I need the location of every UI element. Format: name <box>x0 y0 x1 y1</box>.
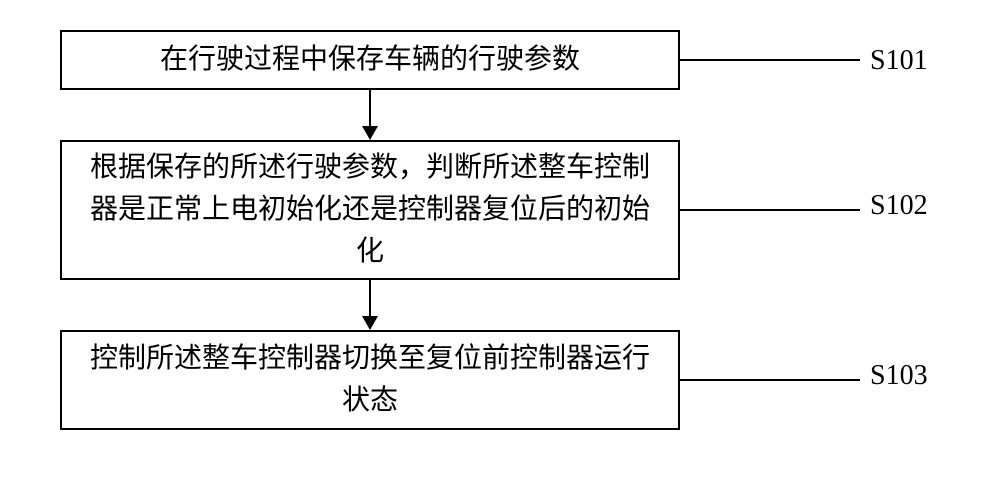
step-text-s102: 根据保存的所述行驶参数，判断所述整车控制器是正常上电初始化还是控制器复位后的初始… <box>78 147 662 273</box>
label-connector-s103 <box>680 379 860 381</box>
flowchart-container: 在行驶过程中保存车辆的行驶参数 S101 根据保存的所述行驶参数，判断所述整车控… <box>50 30 950 470</box>
step-text-s101: 在行驶过程中保存车辆的行驶参数 <box>160 39 580 81</box>
label-connector-s102 <box>680 209 860 211</box>
step-label-s101: S101 <box>870 45 928 77</box>
arrow-line-1 <box>369 90 371 126</box>
step-label-s102: S102 <box>870 190 928 222</box>
arrow-line-2 <box>369 280 371 316</box>
arrow-head-1 <box>362 126 378 140</box>
label-connector-s101 <box>680 59 860 61</box>
step-box-s103: 控制所述整车控制器切换至复位前控制器运行状态 <box>60 330 680 430</box>
step-text-s103: 控制所述整车控制器切换至复位前控制器运行状态 <box>78 338 662 422</box>
step-label-s103: S103 <box>870 360 928 392</box>
step-box-s102: 根据保存的所述行驶参数，判断所述整车控制器是正常上电初始化还是控制器复位后的初始… <box>60 140 680 280</box>
arrow-head-2 <box>362 316 378 330</box>
step-box-s101: 在行驶过程中保存车辆的行驶参数 <box>60 30 680 90</box>
